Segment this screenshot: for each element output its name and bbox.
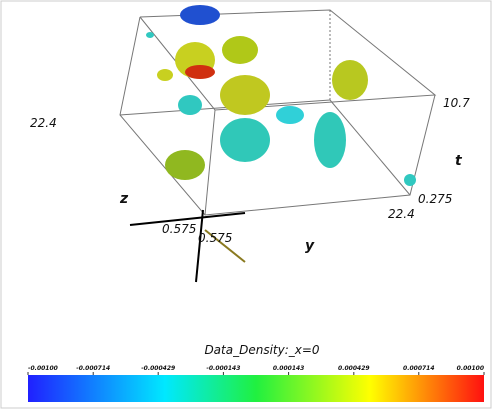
colorbar-tick-label: -0.000714 — [76, 365, 110, 372]
axis-title: z — [119, 191, 129, 207]
colorbar-tick-label: -0.000143 — [206, 365, 240, 372]
axis-label: 0.275 — [418, 192, 452, 206]
colorbar-tick-label: 0.000714 — [403, 365, 435, 372]
axis-label: 0.575 — [162, 222, 196, 236]
axis-label: 0.575 — [198, 231, 232, 245]
colorbar-tick-label: 0.00100 — [457, 365, 484, 372]
colorbar-tick-label: 0.000429 — [338, 365, 370, 372]
axis-label: 10.7 — [443, 96, 470, 110]
colorbar — [28, 375, 484, 402]
axis-label: 22.4 — [30, 116, 57, 130]
axis-title: y — [305, 238, 315, 254]
colorbar-tick-label: -0.000429 — [141, 365, 175, 372]
colorbar-tick-label: -0.00100 — [28, 365, 58, 372]
colorbar-tick-label: 0.000143 — [273, 365, 305, 372]
colorbar-title: Data_Density:_x=0 — [204, 343, 319, 357]
axis-label: 22.4 — [388, 207, 415, 221]
visualization: 22.4 10.7 t 0.275 22.4 z 0.575 0.575 y D… — [0, 0, 492, 409]
